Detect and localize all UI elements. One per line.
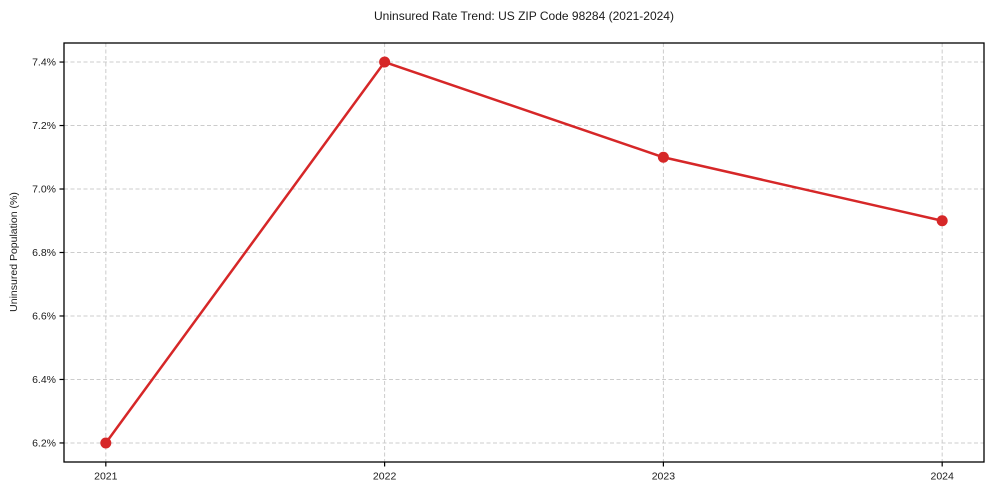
x-tick-label: 2024	[931, 471, 955, 483]
y-tick-label: 6.2%	[32, 437, 56, 449]
y-tick-label: 7.4%	[32, 57, 56, 69]
x-tick-label: 2023	[652, 471, 676, 483]
chart-title: Uninsured Rate Trend: US ZIP Code 98284 …	[374, 9, 674, 23]
trend-line	[104, 60, 944, 445]
x-tick-label: 2022	[373, 471, 397, 483]
x-tick-label: 2021	[94, 471, 118, 483]
y-tick-label: 6.4%	[32, 374, 56, 386]
y-tick-label: 7.2%	[32, 120, 56, 132]
y-axis-label: Uninsured Population (%)	[8, 192, 20, 312]
data-point	[657, 151, 669, 163]
data-point	[379, 56, 391, 68]
data-point	[100, 437, 112, 449]
y-tick-label: 6.6%	[32, 310, 56, 322]
y-tick-label: 7.0%	[32, 184, 56, 196]
data-point	[936, 215, 948, 227]
y-tick-label: 6.8%	[32, 247, 56, 259]
